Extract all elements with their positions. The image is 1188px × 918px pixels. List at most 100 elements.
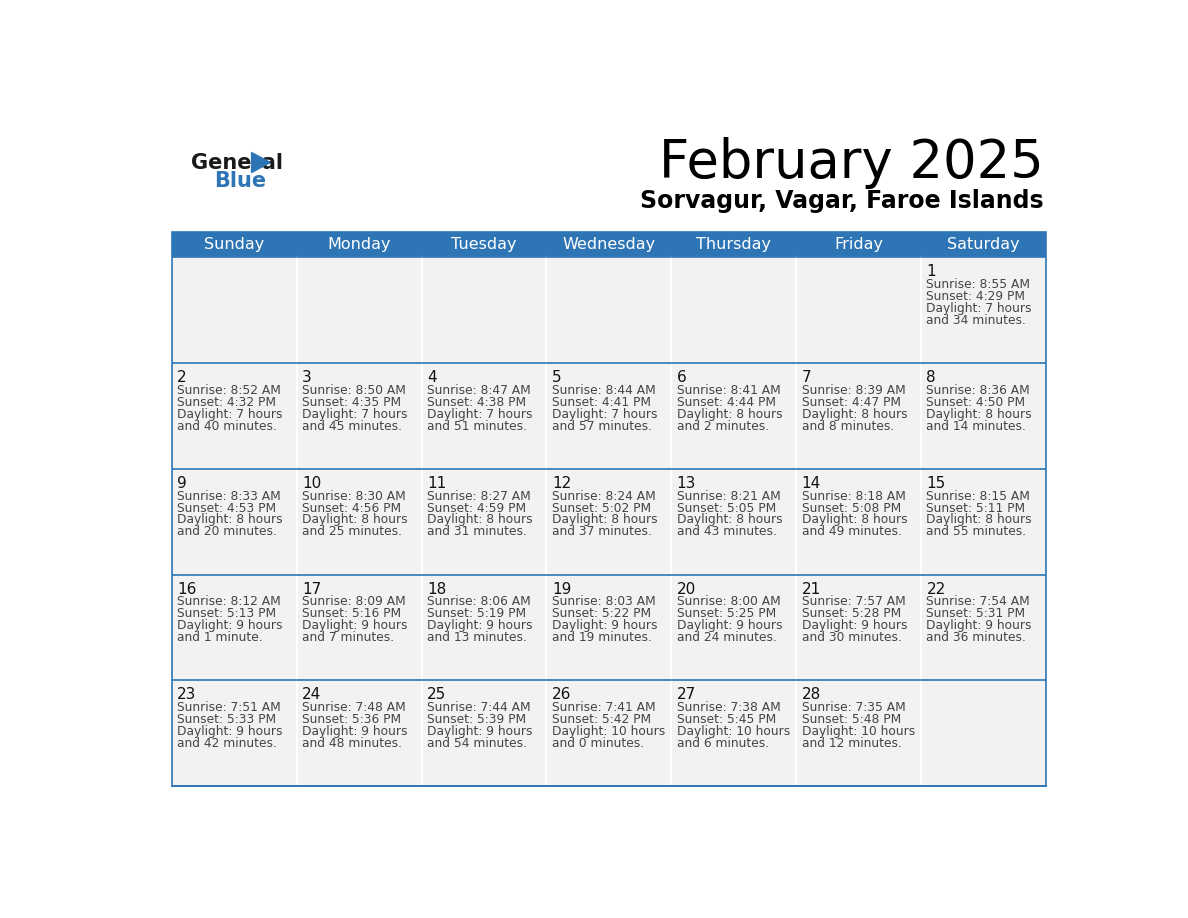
Text: Sunset: 4:59 PM: Sunset: 4:59 PM [426,501,526,515]
Bar [422,680,546,786]
Text: 27: 27 [677,688,696,702]
Bar [297,363,422,469]
Text: and 55 minutes.: and 55 minutes. [927,525,1026,539]
Text: Daylight: 7 hours: Daylight: 7 hours [426,408,532,420]
Text: Friday: Friday [834,237,883,252]
Text: Sunrise: 8:06 AM: Sunrise: 8:06 AM [426,596,531,609]
Text: and 0 minutes.: and 0 minutes. [552,737,644,750]
Text: Sunrise: 8:15 AM: Sunrise: 8:15 AM [927,489,1030,503]
Text: 12: 12 [552,476,571,491]
Text: Daylight: 9 hours: Daylight: 9 hours [677,620,782,633]
Bar [172,575,297,680]
Text: Sunrise: 8:30 AM: Sunrise: 8:30 AM [302,489,406,503]
Bar [546,257,671,363]
Text: and 49 minutes.: and 49 minutes. [802,525,902,539]
Text: Tuesday: Tuesday [451,237,517,252]
Text: February 2025: February 2025 [659,137,1043,188]
Text: Daylight: 9 hours: Daylight: 9 hours [302,725,407,738]
Bar [422,575,546,680]
Text: Sunset: 5:13 PM: Sunset: 5:13 PM [177,608,277,621]
Polygon shape [252,152,270,173]
Text: Sunset: 5:33 PM: Sunset: 5:33 PM [177,713,277,726]
Bar [671,257,796,363]
Text: Daylight: 8 hours: Daylight: 8 hours [802,408,908,420]
Text: Daylight: 8 hours: Daylight: 8 hours [552,513,657,527]
Text: 17: 17 [302,582,321,597]
Text: Daylight: 9 hours: Daylight: 9 hours [552,620,657,633]
Text: Sunrise: 8:55 AM: Sunrise: 8:55 AM [927,278,1030,291]
Text: and 45 minutes.: and 45 minutes. [302,420,402,432]
Bar [172,257,297,363]
Bar [921,469,1045,575]
Text: and 42 minutes.: and 42 minutes. [177,737,277,750]
Text: 25: 25 [426,688,447,702]
Text: 1: 1 [927,264,936,279]
Text: 23: 23 [177,688,196,702]
Text: Sunrise: 7:54 AM: Sunrise: 7:54 AM [927,596,1030,609]
Text: 22: 22 [927,582,946,597]
Text: Sunset: 5:19 PM: Sunset: 5:19 PM [426,608,526,621]
Text: 5: 5 [552,370,562,385]
Text: Sunrise: 8:52 AM: Sunrise: 8:52 AM [177,384,282,397]
Text: Sunset: 5:22 PM: Sunset: 5:22 PM [552,608,651,621]
Text: and 54 minutes.: and 54 minutes. [426,737,527,750]
Bar [796,363,921,469]
Text: and 20 minutes.: and 20 minutes. [177,525,277,539]
Text: Sunrise: 8:33 AM: Sunrise: 8:33 AM [177,489,280,503]
Text: Daylight: 9 hours: Daylight: 9 hours [927,620,1032,633]
Bar [172,363,297,469]
Text: Wednesday: Wednesday [562,237,656,252]
Bar [546,469,671,575]
Text: Sunset: 5:28 PM: Sunset: 5:28 PM [802,608,901,621]
Text: and 25 minutes.: and 25 minutes. [302,525,402,539]
Text: Sunset: 4:29 PM: Sunset: 4:29 PM [927,290,1025,303]
Text: Sunrise: 7:35 AM: Sunrise: 7:35 AM [802,701,905,714]
Text: and 2 minutes.: and 2 minutes. [677,420,769,432]
Text: Sunset: 4:56 PM: Sunset: 4:56 PM [302,501,402,515]
Text: Sunset: 4:47 PM: Sunset: 4:47 PM [802,396,901,409]
Text: 18: 18 [426,582,447,597]
Text: and 57 minutes.: and 57 minutes. [552,420,652,432]
Text: Daylight: 8 hours: Daylight: 8 hours [302,513,407,527]
Text: Blue: Blue [214,171,266,191]
Text: Sunday: Sunday [204,237,264,252]
Text: 16: 16 [177,582,196,597]
Text: and 1 minute.: and 1 minute. [177,632,263,644]
Text: Sunset: 5:42 PM: Sunset: 5:42 PM [552,713,651,726]
Text: Sunset: 4:44 PM: Sunset: 4:44 PM [677,396,776,409]
Bar [297,257,422,363]
Text: Monday: Monday [328,237,391,252]
Bar [546,575,671,680]
Text: Sunset: 5:31 PM: Sunset: 5:31 PM [927,608,1025,621]
Text: Daylight: 9 hours: Daylight: 9 hours [426,725,532,738]
Text: 11: 11 [426,476,447,491]
Bar [796,575,921,680]
Bar [796,680,921,786]
Text: Sunset: 5:45 PM: Sunset: 5:45 PM [677,713,776,726]
Text: 3: 3 [302,370,311,385]
Text: Daylight: 8 hours: Daylight: 8 hours [677,408,783,420]
Text: 26: 26 [552,688,571,702]
Bar [546,232,671,257]
Text: Sunrise: 8:00 AM: Sunrise: 8:00 AM [677,596,781,609]
Text: Sunrise: 8:39 AM: Sunrise: 8:39 AM [802,384,905,397]
Text: Sunset: 5:08 PM: Sunset: 5:08 PM [802,501,901,515]
Text: Daylight: 8 hours: Daylight: 8 hours [927,513,1032,527]
Text: 2: 2 [177,370,187,385]
Text: Daylight: 8 hours: Daylight: 8 hours [927,408,1032,420]
Bar [172,680,297,786]
Text: 6: 6 [677,370,687,385]
Text: and 24 minutes.: and 24 minutes. [677,632,777,644]
Text: Sunrise: 7:51 AM: Sunrise: 7:51 AM [177,701,280,714]
Text: Sunset: 4:50 PM: Sunset: 4:50 PM [927,396,1025,409]
Text: 14: 14 [802,476,821,491]
Text: Sunrise: 8:12 AM: Sunrise: 8:12 AM [177,596,280,609]
Text: Sunrise: 8:36 AM: Sunrise: 8:36 AM [927,384,1030,397]
Text: Daylight: 10 hours: Daylight: 10 hours [802,725,915,738]
Text: Daylight: 7 hours: Daylight: 7 hours [927,302,1032,315]
Text: Sunrise: 7:48 AM: Sunrise: 7:48 AM [302,701,406,714]
Text: and 12 minutes.: and 12 minutes. [802,737,902,750]
Text: 28: 28 [802,688,821,702]
Text: and 7 minutes.: and 7 minutes. [302,632,394,644]
Text: Sunrise: 8:03 AM: Sunrise: 8:03 AM [552,596,656,609]
